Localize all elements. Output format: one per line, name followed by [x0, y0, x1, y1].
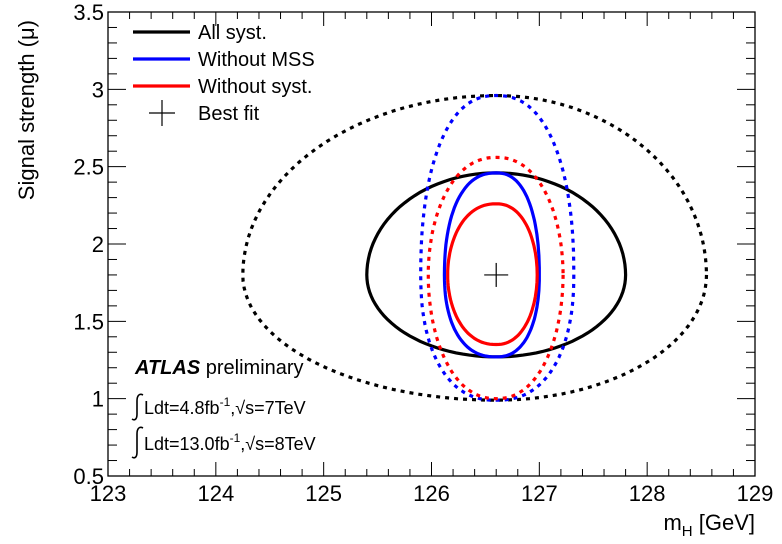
- y-tick-label: 0.5: [73, 464, 104, 489]
- x-axis-ticks: 1 2 3 124 125 126 127 128 129: [90, 12, 774, 506]
- x-axis-label: mH [GeV]: [663, 510, 755, 540]
- x-axis-label-sub: H: [682, 523, 693, 540]
- lumi-7tev-a: Ldt=4.8fb: [144, 398, 220, 418]
- lumi-7tev-b: ,√s=7TeV: [230, 398, 305, 418]
- best-fit-marker: [484, 263, 508, 287]
- x-tick-label: 126: [413, 481, 450, 506]
- atlas-label: ATLAS preliminary: [134, 357, 304, 379]
- lumi-8tev-sup: -1: [230, 431, 241, 445]
- legend: All syst. Without MSS Without syst. Best fi…: [133, 22, 315, 126]
- lumi-8tev-b: ,√s=8TeV: [240, 434, 315, 454]
- y-tick-label: 3: [92, 77, 104, 102]
- likelihood-contours: [243, 96, 707, 401]
- lumi-label-7tev: Ldt=4.8fb-1,√s=7TeV: [144, 395, 306, 418]
- x-tick-label: 128: [629, 481, 666, 506]
- y-tick-label: 2.5: [73, 155, 104, 180]
- contour-68: [444, 173, 539, 357]
- y-tick-label: 3.5: [73, 0, 104, 25]
- atlas-label-preliminary: preliminary: [200, 357, 303, 379]
- y-axis-label: Signal strength (μ): [14, 20, 39, 200]
- contour-series: [243, 96, 707, 401]
- x-axis-label-unit: [GeV]: [693, 510, 755, 535]
- legend-label: Without MSS: [198, 49, 315, 71]
- x-tick-label: 127: [521, 481, 558, 506]
- legend-label: Without syst.: [198, 76, 312, 98]
- y-tick-label: 1.5: [73, 309, 104, 334]
- lumi-8tev-a: Ldt=13.0fb: [144, 434, 230, 454]
- integral-sign-1: [132, 394, 143, 419]
- y-tick-label: 2: [92, 232, 104, 257]
- contour-68: [448, 204, 538, 345]
- x-tick-label: 125: [305, 481, 342, 506]
- legend-label: Best fit: [198, 103, 260, 125]
- x-tick-label: 129: [737, 481, 774, 506]
- x-tick-label: 124: [197, 481, 234, 506]
- y-tick-label: 1: [92, 387, 104, 412]
- atlas-label-bold: ATLAS: [134, 357, 201, 379]
- legend-label: All syst.: [198, 22, 267, 44]
- lumi-7tev-sup: -1: [220, 395, 231, 409]
- lumi-label-8tev: Ldt=13.0fb-1,√s=8TeV: [144, 431, 316, 454]
- integral-sign-2: [132, 427, 143, 457]
- x-axis-label-main: m: [663, 510, 681, 535]
